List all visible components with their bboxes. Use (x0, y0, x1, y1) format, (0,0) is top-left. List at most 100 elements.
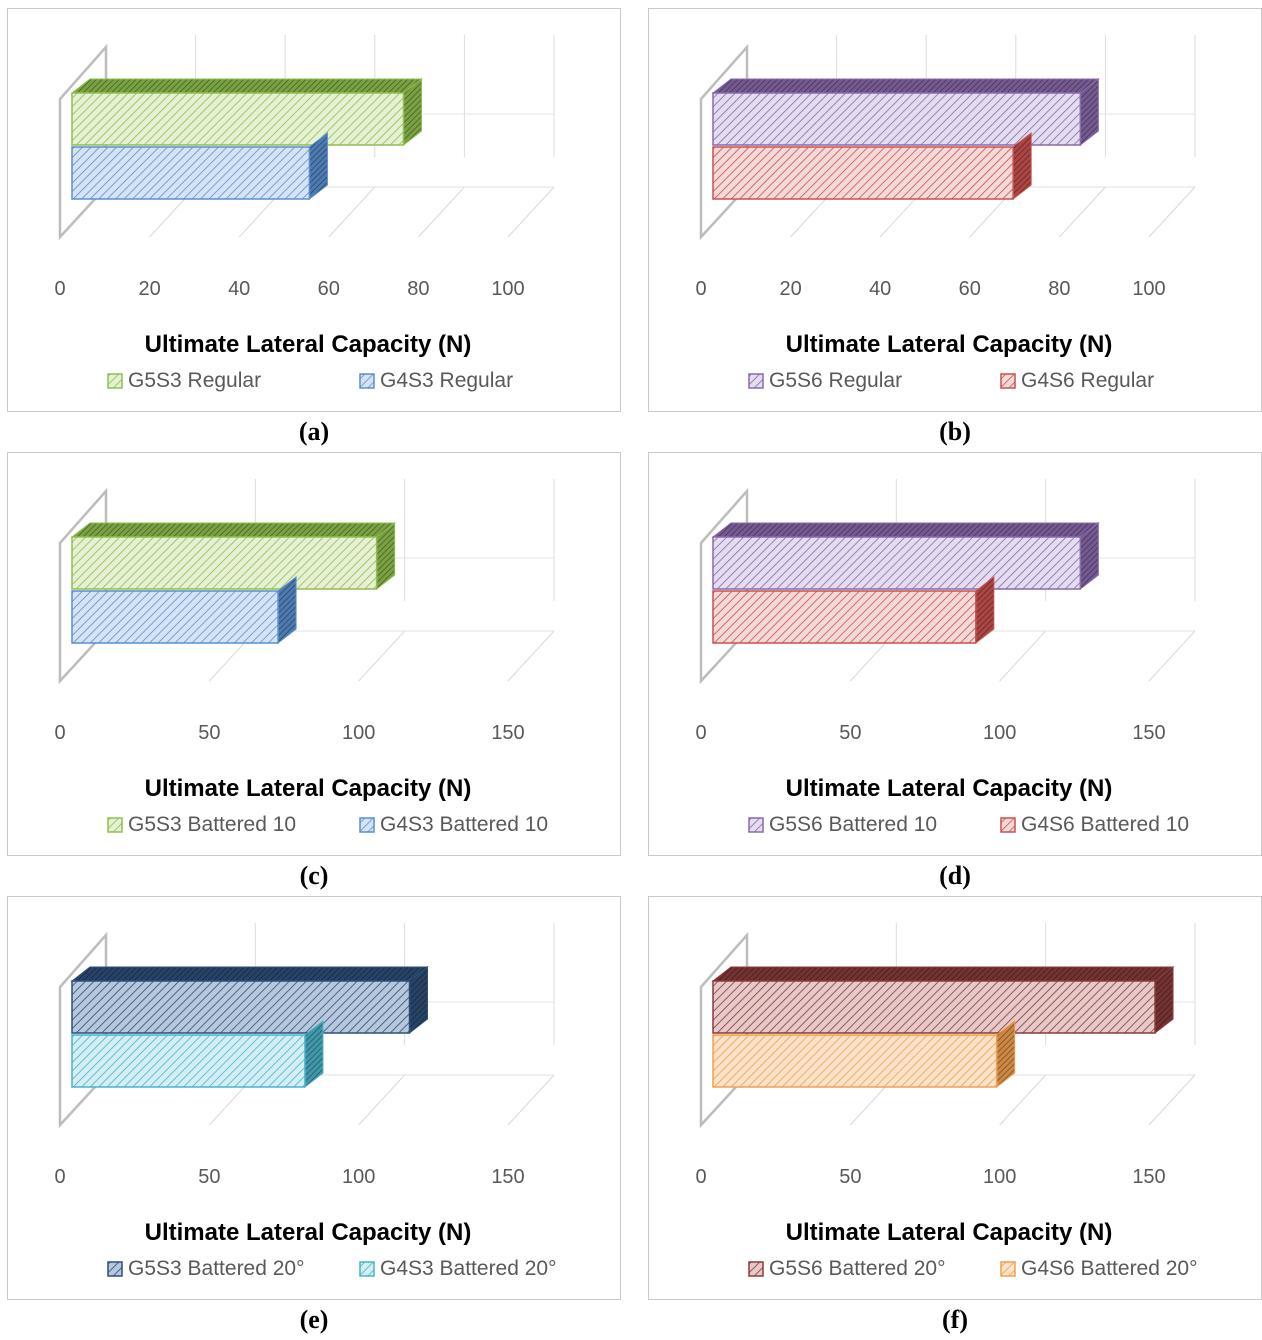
gridline (328, 186, 376, 238)
legend-swatch (359, 373, 375, 389)
bar-top-face (70, 966, 429, 982)
bar-upper (711, 77, 1100, 147)
chart-svg-e: 0 50 100 150 Ultimate Lateral Capacity (N) G5… (54, 923, 557, 1280)
legend-label: G5S6 Battered 10 (769, 813, 937, 836)
bar-top-face (711, 78, 1100, 94)
chart-caption-a: (a) (298, 417, 330, 446)
axis-title: Ultimate Lateral Capacity (N) (145, 331, 472, 358)
legend-swatch (748, 817, 764, 833)
tick-label: 50 (839, 722, 861, 744)
chart-panel-c: 0 50 100 150 Ultimate Lateral Capacity (N) G5… (7, 452, 621, 856)
gridline (358, 1074, 406, 1126)
legend-swatch (1000, 817, 1016, 833)
bar-lower (712, 1019, 1016, 1089)
legend-label: G5S3 Battered 10 (128, 813, 296, 836)
bar-front-face (712, 92, 1082, 146)
bar-front-face (712, 536, 1082, 590)
legend-swatch (107, 1261, 123, 1277)
legend-swatch (359, 1261, 375, 1277)
chart-panel-e: 0 50 100 150 Ultimate Lateral Capacity (N) G5… (7, 896, 621, 1300)
tick-label: 50 (198, 722, 220, 744)
tick-label: 0 (54, 1166, 65, 1188)
bar-lower (71, 131, 328, 201)
bar-top-face (711, 522, 1100, 538)
tick-label: 100 (983, 1166, 1016, 1188)
gridline (999, 630, 1047, 682)
tick-label: 50 (198, 1166, 220, 1188)
legend-swatch (748, 1261, 764, 1277)
bar-front-face (71, 980, 411, 1034)
chart-panel-d: 0 50 100 150 Ultimate Lateral Capacity (N) G5… (648, 452, 1262, 856)
bar-front-face (71, 1034, 306, 1088)
bar-lower (712, 575, 995, 645)
gridline (1059, 186, 1106, 238)
tick-label: 100 (342, 1166, 375, 1188)
axis-title: Ultimate Lateral Capacity (N) (786, 331, 1113, 358)
tick-label: 20 (779, 278, 801, 300)
axis-title: Ultimate Lateral Capacity (N) (786, 775, 1113, 802)
tick-label: 0 (54, 722, 65, 744)
chart-caption-b: (b) (939, 417, 971, 446)
gridline (507, 630, 555, 682)
tick-label: 100 (983, 722, 1016, 744)
bar-lower (71, 1019, 324, 1089)
gridline (999, 1074, 1047, 1126)
bar-front-face (71, 146, 311, 200)
tick-label: 80 (407, 278, 429, 300)
bar-upper (711, 965, 1175, 1035)
tick-label: 100 (342, 722, 375, 744)
gridline (1148, 630, 1196, 682)
tick-label: 60 (959, 278, 981, 300)
legend-swatch (748, 373, 764, 389)
chart-caption-e: (e) (299, 1305, 329, 1334)
tick-label: 40 (869, 278, 891, 300)
tick-label: 0 (695, 1166, 706, 1188)
tick-label: 40 (228, 278, 250, 300)
legend-swatch (359, 817, 375, 833)
tick-label: 0 (695, 722, 706, 744)
legend-swatch (107, 817, 123, 833)
bar-front-face (712, 980, 1156, 1034)
tick-label: 150 (491, 1166, 524, 1188)
legend-label: G4S3 Battered 20° (380, 1257, 557, 1280)
tick-label: 100 (491, 278, 524, 300)
bar-front-face (712, 146, 1014, 200)
chart-svg-f: 0 50 100 150 Ultimate Lateral Capacity (N) G5… (695, 923, 1198, 1280)
tick-label: 80 (1048, 278, 1070, 300)
gridline (507, 186, 555, 238)
bar-top-face (70, 522, 397, 538)
bar-front-face (71, 92, 405, 146)
legend-label: G4S6 Battered 10 (1021, 813, 1189, 836)
gridline (358, 630, 406, 682)
bar-lower (71, 575, 297, 645)
bar-front-face (71, 536, 378, 590)
chart-caption-c: (c) (299, 861, 329, 890)
tick-label: 60 (318, 278, 340, 300)
bar-upper (711, 521, 1100, 591)
legend-label: G5S6 Regular (769, 369, 902, 392)
axis-title: Ultimate Lateral Capacity (N) (145, 1219, 472, 1246)
axis-title: Ultimate Lateral Capacity (N) (786, 1219, 1113, 1246)
legend-label: G5S6 Battered 20° (769, 1257, 946, 1280)
legend-label: G5S3 Regular (128, 369, 261, 392)
bar-front-face (712, 590, 977, 644)
bar-upper (70, 77, 423, 147)
chart-svg-d: 0 50 100 150 Ultimate Lateral Capacity (N) G5… (695, 479, 1196, 836)
legend-swatch (1000, 373, 1016, 389)
axis-title: Ultimate Lateral Capacity (N) (145, 775, 472, 802)
chart-svg-b: 0 20 40 60 80 100 Ultimate Lateral Capacity (N… (695, 35, 1196, 392)
tick-label: 20 (138, 278, 160, 300)
tick-label: 100 (1132, 278, 1165, 300)
legend-label: G4S6 Battered 20° (1021, 1257, 1198, 1280)
bar-upper (70, 521, 397, 591)
chart-svg-a: 0 20 40 60 80 100 Ultimate Lateral Capacity (N… (54, 35, 555, 392)
legend-label: G5S3 Battered 20° (128, 1257, 305, 1280)
legend-swatch (107, 373, 123, 389)
tick-label: 150 (1132, 722, 1165, 744)
chart-caption-f: (f) (942, 1305, 968, 1334)
legend-label: G4S6 Regular (1021, 369, 1154, 392)
gridline (507, 1074, 555, 1126)
gridline (1148, 1074, 1196, 1126)
chart-panel-a: 0 20 40 60 80 100 Ultimate Lateral Capacity (N… (7, 8, 621, 412)
bar-front-face (71, 590, 279, 644)
